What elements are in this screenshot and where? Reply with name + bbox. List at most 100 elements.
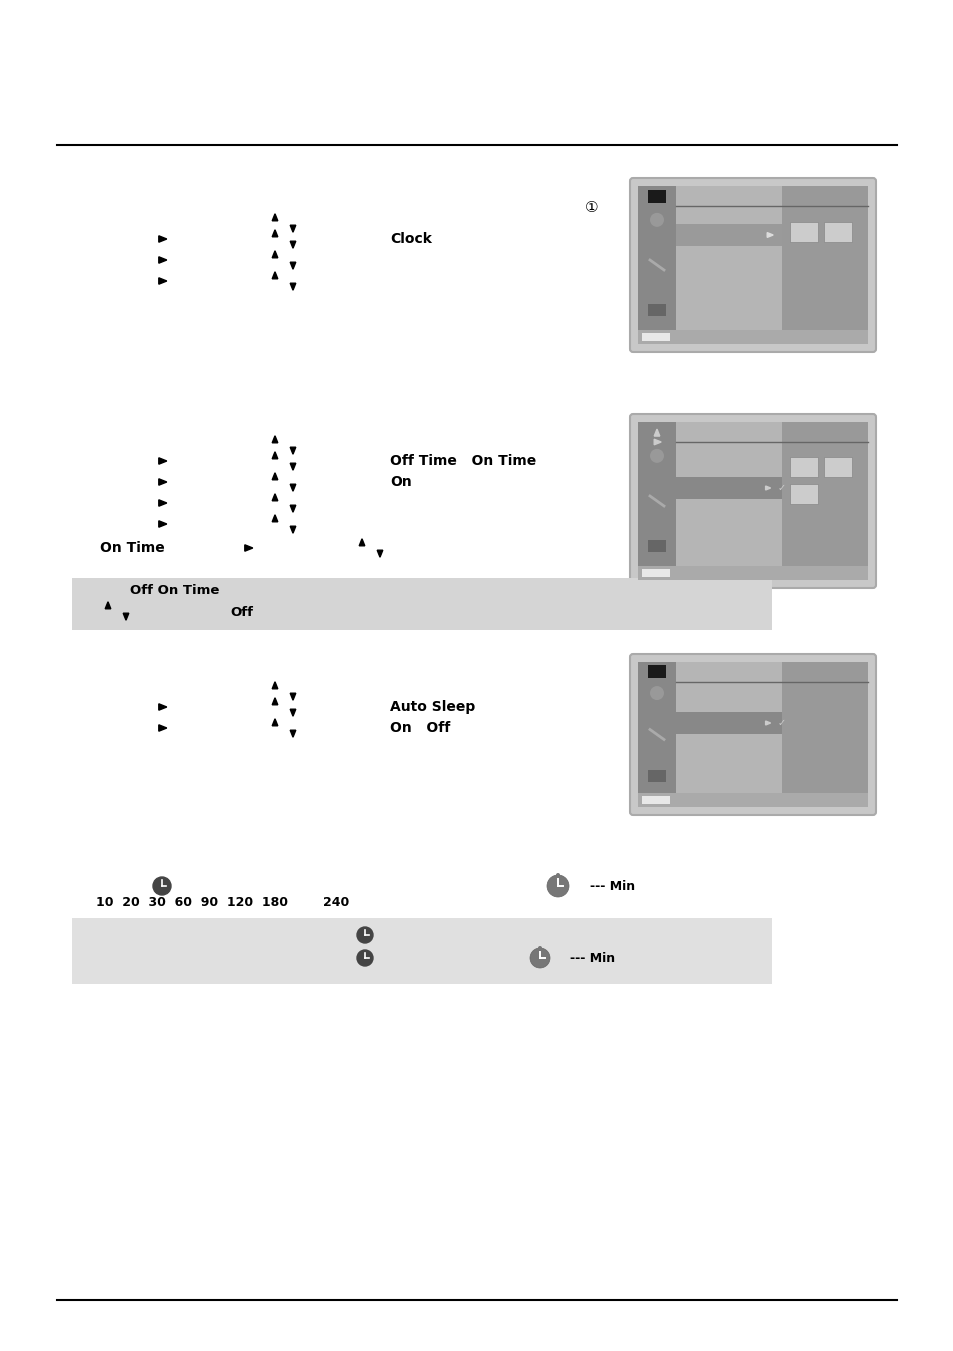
Ellipse shape [649,473,663,484]
Polygon shape [290,709,295,716]
Bar [822,222,851,242]
Polygon shape [765,721,770,725]
Text: --- Min: --- Min [589,880,635,893]
Polygon shape [766,232,772,238]
Bar [676,712,781,734]
Polygon shape [158,458,167,465]
Polygon shape [158,500,167,507]
Polygon shape [290,284,295,290]
Text: --- Min: --- Min [569,951,615,965]
Bar [676,224,781,246]
Bar [71,917,771,984]
Circle shape [530,948,550,969]
Bar [647,190,665,203]
Circle shape [649,449,663,463]
Polygon shape [272,436,277,443]
Polygon shape [272,719,277,725]
Polygon shape [272,272,277,278]
Bar [638,793,867,807]
Bar [641,796,669,804]
Polygon shape [765,486,770,490]
Bar [647,665,665,678]
Circle shape [649,686,663,700]
Polygon shape [158,704,167,711]
Polygon shape [376,550,382,557]
Bar [71,578,771,630]
Polygon shape [272,251,277,258]
FancyBboxPatch shape [629,654,875,815]
Polygon shape [158,724,167,731]
FancyBboxPatch shape [629,413,875,588]
Bar [638,566,867,580]
Bar [647,304,665,316]
Bar [647,540,665,553]
Bar [676,186,781,345]
Polygon shape [654,430,659,436]
Bar [676,422,781,580]
Bar [781,186,867,345]
Text: ①: ① [584,200,598,215]
Bar [641,332,669,340]
Text: On: On [390,476,412,489]
Polygon shape [272,515,277,521]
Bar [789,484,817,504]
Bar [638,662,676,807]
Polygon shape [123,613,129,620]
Text: On Time: On Time [100,540,165,555]
Bar [641,569,669,577]
Bar [638,422,676,580]
Bar [789,222,817,242]
Polygon shape [158,520,167,527]
Polygon shape [654,439,660,444]
Circle shape [152,877,171,894]
Circle shape [649,213,663,227]
Circle shape [356,950,373,966]
Polygon shape [290,447,295,454]
Bar [822,457,851,477]
Text: Auto Sleep: Auto Sleep [390,700,475,713]
Bar [638,186,676,345]
Bar [676,477,781,499]
Polygon shape [290,226,295,232]
Text: Off On Time: Off On Time [130,584,219,597]
Polygon shape [290,262,295,269]
Polygon shape [290,242,295,249]
Text: Off: Off [230,605,253,619]
Polygon shape [290,730,295,738]
Ellipse shape [649,709,663,719]
Polygon shape [359,539,364,546]
Polygon shape [290,505,295,512]
Text: On   Off: On Off [390,721,450,735]
Polygon shape [158,236,167,242]
Bar [781,422,867,580]
Text: ✓: ✓ [777,484,785,493]
Polygon shape [272,473,277,480]
Polygon shape [272,682,277,689]
Polygon shape [290,526,295,534]
Text: Off Time   On Time: Off Time On Time [390,454,536,467]
Circle shape [546,875,568,897]
Polygon shape [272,451,277,459]
Text: Clock: Clock [390,232,432,246]
FancyBboxPatch shape [629,178,875,353]
Circle shape [537,946,541,950]
Polygon shape [158,257,167,263]
Circle shape [356,927,373,943]
Bar [647,770,665,782]
Polygon shape [105,601,111,609]
Bar [781,662,867,807]
Polygon shape [290,484,295,492]
Bar [676,662,781,807]
Text: ✓: ✓ [777,717,785,728]
Polygon shape [158,278,167,284]
Ellipse shape [649,238,663,247]
Text: 10  20  30  60  90  120  180        240: 10 20 30 60 90 120 180 240 [96,896,349,908]
Bar [789,457,817,477]
Polygon shape [272,494,277,501]
Polygon shape [290,693,295,700]
Bar [638,330,867,345]
Circle shape [556,873,559,877]
Polygon shape [272,213,277,220]
Polygon shape [158,478,167,485]
Polygon shape [245,544,253,551]
